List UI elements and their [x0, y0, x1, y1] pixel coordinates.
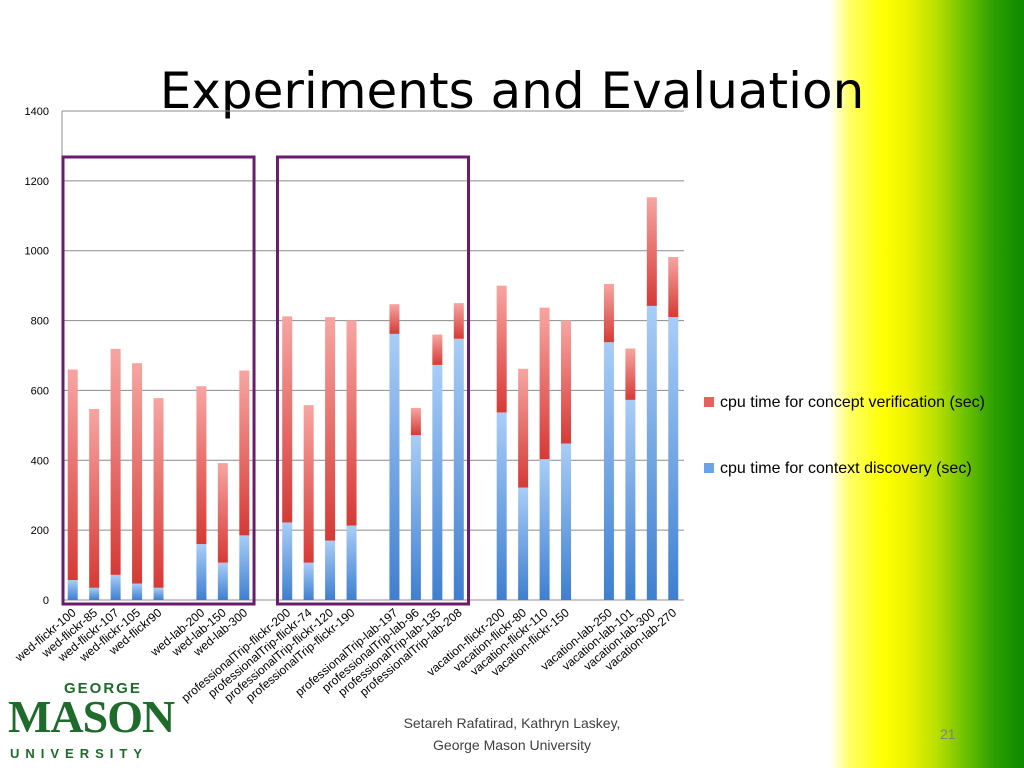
university-logo: GEORGE MASON UNIVERSITY	[8, 676, 175, 764]
bar-context-discovery	[625, 399, 636, 600]
bar-concept-verification	[132, 363, 143, 584]
gridlines	[61, 110, 684, 601]
y-tick-label: 800	[31, 316, 49, 328]
bar-context-discovery	[646, 305, 657, 600]
logo-text-university: UNIVERSITY	[10, 746, 149, 761]
bar-concept-verification	[646, 197, 657, 306]
y-tick-label: 0	[43, 595, 49, 607]
bar-context-discovery	[346, 525, 357, 600]
legend-label-discovery: cpu time for context discovery (sec)	[720, 460, 972, 477]
bar-concept-verification	[410, 407, 421, 436]
bar-concept-verification	[453, 303, 464, 339]
bar-context-discovery	[518, 487, 529, 600]
bar-concept-verification	[217, 463, 228, 563]
bar-context-discovery	[325, 540, 336, 600]
legend-item-verification: cpu time for concept verification (sec)	[704, 390, 994, 415]
bar-concept-verification	[67, 369, 78, 581]
bar-context-discovery	[110, 574, 121, 600]
bar-context-discovery	[668, 317, 679, 600]
bar-concept-verification	[432, 334, 443, 365]
bar-concept-verification	[561, 320, 572, 444]
slide-title: Experiments and Evaluation	[159, 62, 865, 120]
bars	[67, 197, 679, 600]
y-tick-label: 1400	[25, 106, 49, 118]
bar-concept-verification	[496, 285, 507, 413]
bar-concept-verification	[389, 304, 400, 334]
bar-context-discovery	[603, 342, 614, 600]
bar-context-discovery	[496, 412, 507, 600]
logo-text-mason: MASON	[8, 691, 175, 742]
legend-item-discovery: cpu time for context discovery (sec)	[704, 456, 994, 481]
bar-concept-verification	[539, 307, 550, 460]
legend-swatch-discovery	[704, 463, 714, 473]
legend-swatch-verification	[704, 397, 714, 407]
page-number: 21	[940, 726, 956, 742]
bar-concept-verification	[303, 405, 314, 563]
footer-institution: George Mason University	[433, 737, 591, 753]
bar-context-discovery	[303, 562, 314, 600]
highlight-box	[61, 155, 256, 606]
y-tick-label: 600	[31, 385, 49, 397]
bar-concept-verification	[518, 368, 529, 488]
bar-context-discovery	[282, 522, 293, 600]
slide-footer: Setareh Rafatirad, Kathryn Laskey, Georg…	[382, 712, 642, 756]
side-gradient-decoration	[830, 0, 1024, 768]
bar-concept-verification	[282, 316, 293, 523]
bar-context-discovery	[539, 459, 550, 600]
legend-label-verification: cpu time for concept verification (sec)	[720, 394, 985, 411]
y-axis-ticks: 0 200 400 600 800 1000 1200 1400	[25, 106, 49, 607]
footer-authors: Setareh Rafatirad, Kathryn Laskey,	[403, 715, 621, 731]
y-tick-label: 400	[31, 455, 49, 467]
bar-concept-verification	[603, 283, 614, 343]
bar-context-discovery	[453, 338, 464, 600]
highlight-boxes	[61, 155, 471, 606]
logo-text-george: GEORGE	[64, 680, 142, 697]
bar-context-discovery	[561, 443, 572, 600]
bar-context-discovery	[410, 435, 421, 600]
bar-concept-verification	[196, 386, 207, 545]
bar-concept-verification	[325, 317, 336, 541]
bar-concept-verification	[153, 398, 164, 588]
bar-concept-verification	[110, 348, 121, 575]
bar-concept-verification	[89, 408, 100, 588]
bar-context-discovery	[239, 535, 250, 600]
y-tick-label: 200	[31, 525, 49, 537]
bar-concept-verification	[625, 348, 636, 400]
bar-context-discovery	[389, 333, 400, 600]
bar-concept-verification	[346, 320, 357, 526]
bar-context-discovery	[432, 364, 443, 600]
y-tick-label: 1200	[25, 176, 49, 188]
bar-concept-verification	[668, 257, 679, 318]
bar-context-discovery	[132, 583, 143, 600]
bar-context-discovery	[67, 580, 78, 600]
bar-context-discovery	[89, 587, 100, 600]
y-tick-label: 1000	[25, 246, 49, 258]
bar-context-discovery	[217, 562, 228, 600]
bar-context-discovery	[196, 544, 207, 600]
bar-context-discovery	[153, 587, 164, 600]
bar-concept-verification	[239, 370, 250, 536]
highlight-box	[275, 155, 471, 606]
